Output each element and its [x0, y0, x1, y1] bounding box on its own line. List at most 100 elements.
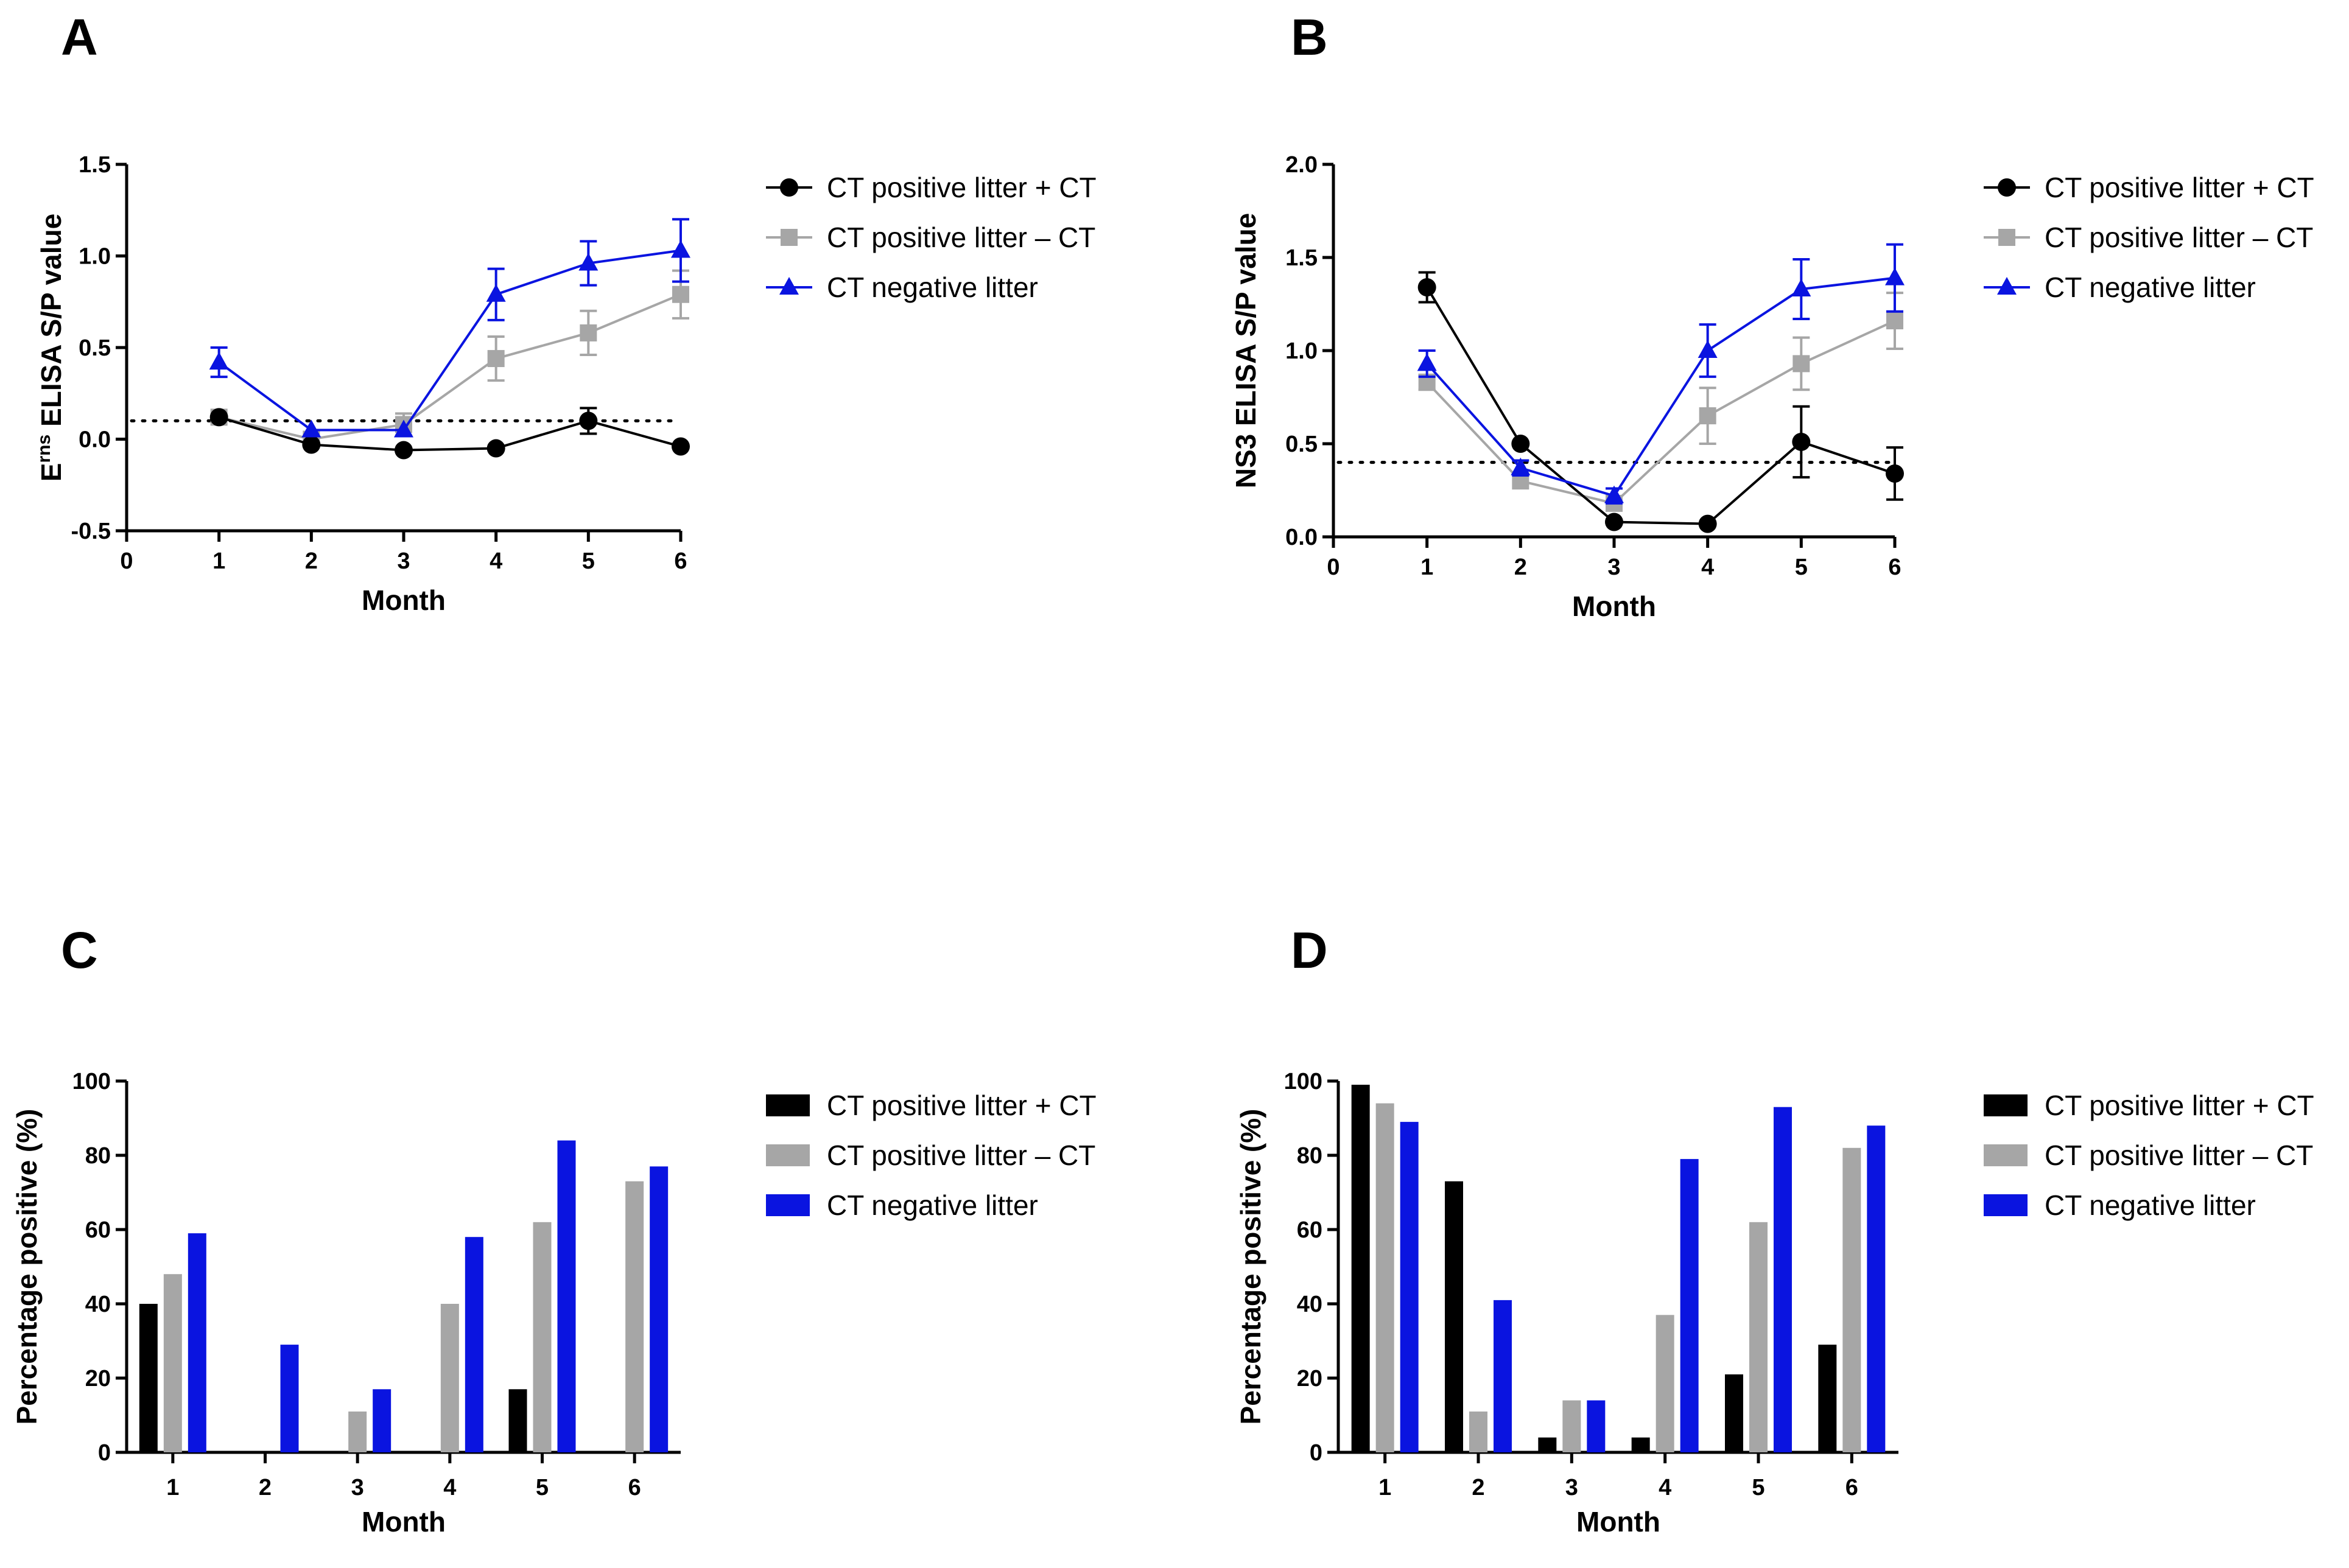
data-point	[301, 419, 321, 438]
y-axis-title-main: Percentage positive (%)	[11, 1109, 43, 1425]
x-tick-label: 3	[1607, 555, 1620, 580]
x-tick-label: 2	[259, 1475, 272, 1500]
legend-label: CT positive litter – CT	[827, 222, 1095, 253]
legend-marker	[1997, 277, 2017, 295]
series-2	[209, 218, 690, 438]
legend-swatch	[1984, 1194, 2028, 1216]
series-line	[1425, 286, 1895, 525]
x-tick-label: 0	[1327, 555, 1340, 580]
bar	[139, 1304, 158, 1452]
data-point	[1699, 407, 1716, 425]
bar	[1400, 1122, 1419, 1452]
legend-label: CT positive litter + CT	[2045, 1090, 2314, 1121]
series-0	[209, 407, 690, 460]
x-tick-label: 5	[1752, 1475, 1764, 1500]
y-axis-title: Percentage positive (%)	[1235, 1109, 1266, 1425]
y-axis-title: Erns ELISA S/P value	[34, 214, 67, 481]
legend-label: CT positive litter – CT	[827, 1139, 1095, 1171]
panel-c: C 0 20 40 60 80 100 Percentage positive (%) Mont…	[11, 922, 1097, 1538]
x-tick-label: 1	[1378, 1475, 1391, 1500]
legend-swatch	[1984, 1144, 2028, 1166]
bar	[1375, 1103, 1394, 1452]
y-tick-label: 1.5	[1285, 245, 1318, 271]
legend-marker	[780, 178, 798, 197]
bar	[1351, 1085, 1370, 1452]
x-tick-label: 6	[1845, 1475, 1858, 1500]
bar	[508, 1389, 527, 1452]
data-point	[486, 439, 505, 458]
x-axis-title: Month	[362, 584, 446, 616]
bar	[1749, 1222, 1768, 1452]
x-tick-label: 2	[1472, 1475, 1484, 1500]
data-point	[580, 324, 597, 341]
bar	[1587, 1400, 1606, 1452]
x-tick-label: 6	[674, 548, 687, 574]
y-tick-label: 80	[85, 1143, 111, 1169]
series-line	[219, 293, 681, 441]
y-tick-label: -0.5	[71, 519, 111, 544]
legend: CT positive litter + CT CT positive litte…	[1984, 172, 2314, 303]
data-point	[671, 240, 690, 258]
panel-label: D	[1291, 922, 1328, 979]
y-tick-label: 0	[1310, 1440, 1322, 1466]
legend-label: CT negative litter	[827, 271, 1038, 303]
bar	[557, 1140, 576, 1452]
legend-swatch	[766, 1194, 810, 1216]
x-tick-label: 6	[1888, 555, 1901, 580]
x-tick-label: 1	[212, 548, 225, 574]
y-tick-label: 0.0	[79, 427, 111, 453]
x-tick-label: 2	[305, 548, 318, 574]
series-2	[1417, 243, 1905, 505]
panel-b: B 0.0 0.5 1.0 1.5 2.0 NS3 ELISA S/P value Month…	[1230, 9, 2314, 622]
x-axis-title: Month	[362, 1506, 446, 1538]
data-point	[1886, 464, 1904, 483]
y-axis-title: Percentage positive (%)	[11, 1109, 43, 1425]
data-point	[1511, 435, 1530, 453]
x-tick-label: 2	[1514, 555, 1527, 580]
y-tick-label: 20	[1297, 1366, 1322, 1391]
y-tick-label: 60	[1297, 1217, 1322, 1243]
legend-swatch	[766, 1094, 810, 1116]
panel-label: B	[1291, 9, 1328, 66]
x-tick-label: 1	[166, 1475, 179, 1500]
data-point	[209, 352, 229, 370]
y-tick-label: 100	[72, 1069, 111, 1094]
y-axis-title-superscript: rns	[34, 435, 54, 463]
series-line	[219, 416, 681, 452]
y-tick-label: 1.5	[79, 152, 111, 178]
bar	[440, 1304, 459, 1452]
x-tick-label: 4	[490, 548, 502, 574]
x-tick-label: 0	[120, 548, 133, 574]
bar	[650, 1166, 669, 1452]
y-tick-label: 40	[1297, 1292, 1322, 1317]
x-tick-label: 1	[1420, 555, 1433, 580]
bar	[1680, 1159, 1699, 1452]
data-point	[486, 284, 506, 302]
y-axis-title-main: NS3 ELISA S/P value	[1230, 213, 1262, 489]
x-tick-label: 3	[1565, 1475, 1578, 1500]
data-point	[1511, 457, 1531, 475]
data-point	[672, 437, 690, 456]
data-point	[1791, 279, 1811, 297]
bar	[1725, 1374, 1743, 1452]
legend-label: CT negative litter	[2045, 1189, 2256, 1221]
data-point	[395, 441, 413, 460]
legend-label: CT positive litter – CT	[2045, 222, 2313, 253]
y-axis-title-rest: ELISA S/P value	[35, 214, 67, 435]
panel-a: A -0.5 0.0 0.5 1.0 1.5 Erns ELISA S/P value Mon…	[34, 9, 1097, 616]
x-tick-label: 4	[443, 1475, 456, 1500]
bar	[188, 1233, 206, 1452]
bar	[1842, 1147, 1861, 1452]
bar	[373, 1389, 392, 1452]
panel-d: D 0 20 40 60 80 100 Percentage positive (%) Mont…	[1235, 922, 2314, 1538]
data-point	[302, 435, 321, 454]
bar	[280, 1345, 299, 1452]
x-tick-label: 4	[1659, 1475, 1671, 1500]
bar	[625, 1181, 644, 1452]
legend-marker	[779, 277, 799, 295]
x-tick-label: 5	[1795, 555, 1808, 580]
y-axis-title-main: Percentage positive (%)	[1235, 1109, 1266, 1425]
bar	[348, 1411, 367, 1452]
x-tick-label: 3	[397, 548, 410, 574]
bar	[163, 1274, 182, 1452]
